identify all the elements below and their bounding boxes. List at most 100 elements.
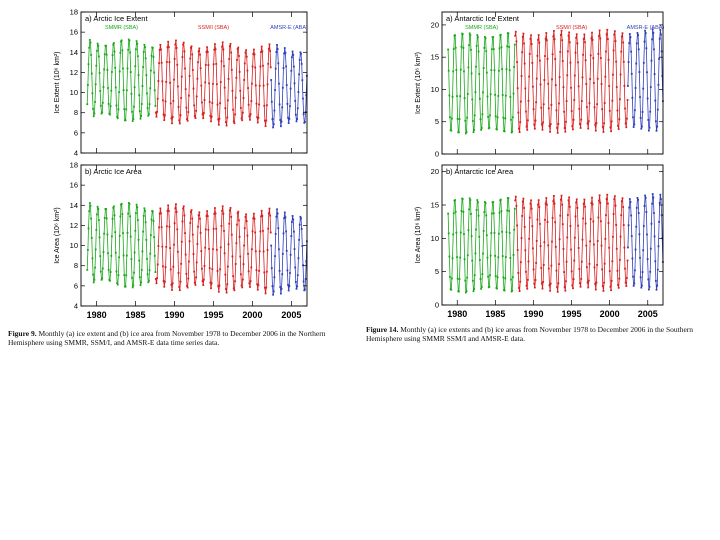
arctic-extent-series-1-point [161, 80, 164, 83]
arctic-extent-series-2-point [291, 56, 293, 59]
arctic-area-series-1-point [176, 228, 179, 231]
antarctic-area-series-1-point [616, 269, 619, 272]
antarctic-extent-series-2-point [637, 34, 640, 37]
antarctic-extent-series-0-point [489, 93, 492, 96]
arctic-extent-series-2-point [272, 126, 274, 129]
arctic-extent-series-1-point [231, 89, 234, 92]
antarctic-area-series-1-point [575, 198, 578, 201]
figure-9-caption: Figure 9. Monthly (a) ice extent and (b)… [8, 329, 358, 347]
arctic-area-series-0-point [109, 271, 112, 273]
antarctic-area-series-1-point [566, 236, 569, 239]
arctic-extent-series-0-point [116, 115, 119, 118]
antarctic-area-series-2-point [646, 233, 648, 236]
arctic-extent-series-1-point [180, 97, 183, 99]
arctic-extent-frame [80, 11, 308, 154]
antarctic-extent-series-1-point [562, 86, 565, 89]
arctic-extent-series-1-point [165, 80, 168, 83]
arctic-extent-series-2-point [282, 67, 285, 69]
arctic-extent-series-1-point [212, 82, 214, 85]
arctic-area-series-1-point [204, 228, 207, 231]
antarctic-area-series-2-line [627, 193, 664, 290]
antarctic-area-series-0-point [460, 209, 463, 212]
arctic-area-series-2-point [270, 244, 273, 247]
antarctic-area-series-1-point [531, 225, 534, 228]
arctic-extent-series-0-point [127, 38, 130, 41]
antarctic-area-series-1-point [533, 282, 536, 285]
antarctic-extent-series-1-point [581, 76, 584, 79]
antarctic-area-series-0-point [506, 209, 509, 212]
arctic-extent-series-1-point [252, 53, 255, 55]
arctic-extent-series-0-point [125, 89, 128, 92]
antarctic-extent-series-2-point [651, 28, 654, 31]
arctic-area-series-1-point [189, 210, 192, 213]
antarctic-extent-series-2-point [637, 48, 640, 51]
arctic-extent-series-0-point [94, 101, 96, 103]
antarctic-extent-series-1-point [584, 59, 587, 62]
antarctic-area-series-0-point [510, 278, 512, 281]
antarctic-extent-series-0-point [475, 44, 478, 47]
antarctic-area-series-0-point [447, 232, 450, 235]
antarctic-extent-series-0-point [461, 33, 464, 35]
antarctic-extent-series-1-point [604, 75, 607, 78]
antarctic-extent-series-1-point [616, 109, 619, 112]
arctic-area-series-1-point [254, 250, 257, 253]
antarctic-area-series-1-point [547, 244, 550, 247]
arctic-area-series-0-point [111, 217, 114, 220]
arctic-extent-series-0-point [131, 120, 134, 122]
arctic-area-series-0-point [94, 248, 97, 251]
arctic-area-series-1-point [243, 227, 246, 230]
antarctic-area-series-1-point [604, 238, 607, 240]
antarctic-area-series-2-point [656, 284, 659, 287]
arctic-extent-series-2-point [283, 52, 286, 55]
antarctic-extent-series-0-point [508, 46, 510, 48]
arctic-area-series-2-point [274, 255, 276, 258]
arctic-area-series-1-point [208, 247, 210, 250]
arctic-area-series-1-point [249, 280, 252, 283]
antarctic-extent-series-2-point [646, 97, 649, 100]
arctic-extent-series-0-point [130, 92, 133, 95]
arctic-area-series-0-point [131, 286, 134, 289]
arctic-extent-series-1-point [159, 43, 162, 46]
antarctic-extent-series-1-point [547, 82, 550, 85]
arctic-area-series-0-point [142, 230, 144, 233]
arctic-extent-series-2-point [284, 51, 287, 54]
antarctic-extent-series-1-point [606, 28, 609, 31]
arctic-area-series-0-point [111, 235, 113, 238]
arctic-area-series-0-point [137, 238, 140, 241]
antarctic-extent-series-1-point [544, 55, 546, 57]
arctic-extent-series-2-point [292, 65, 295, 68]
arctic-extent-series-1-point [167, 46, 170, 49]
antarctic-area-series-0-point [503, 289, 506, 292]
antarctic-extent-series-2-point [628, 33, 631, 35]
antarctic-extent-series-1-point [619, 73, 622, 76]
arctic-area-series-1-point [226, 283, 229, 286]
arctic-extent-series-0-point [118, 91, 120, 94]
arctic-extent-series-0-point [135, 40, 138, 43]
arctic-extent-series-1-point [189, 57, 192, 60]
antarctic-extent-series-1-point [598, 35, 600, 37]
arctic-area-chart: 4 6 8 10 12 14 16 18 1980 1985 1990 1995 2000 2005 b) … [54, 161, 308, 320]
antarctic-extent-series-1-point [531, 61, 534, 64]
antarctic-area-series-0-point [508, 231, 511, 234]
antarctic-extent-series-1-point [556, 126, 558, 129]
antarctic-extent-series-2-point [651, 38, 653, 41]
antarctic-extent-series-0-point [471, 120, 474, 122]
antarctic-extent-series-0-point [454, 34, 456, 37]
arctic-extent-series-1-point [182, 43, 184, 46]
antarctic-area-series-1-point [617, 284, 619, 286]
arctic-area-series-2-point [272, 293, 274, 296]
antarctic-extent-series-2-point [642, 61, 645, 64]
antarctic-area-series-1-point [585, 244, 588, 247]
antarctic-area-series-1-point [605, 198, 608, 200]
antarctic-extent-series-1-point [556, 131, 559, 134]
antarctic-extent-series-1-point [615, 86, 618, 88]
antarctic-area-ytick-label: 0 [435, 301, 439, 310]
arctic-extent-series-1-point [266, 83, 269, 86]
arctic-extent-series-1-point [165, 61, 168, 63]
antarctic-extent-series-0-point [463, 70, 465, 73]
antarctic-extent-series-1-point [596, 77, 599, 80]
arctic-extent-series-1-point [223, 86, 226, 89]
arctic-extent-series-1-point [192, 87, 195, 90]
arctic-extent-series-1-point [267, 62, 270, 65]
arctic-extent-series-0-point [121, 49, 124, 52]
